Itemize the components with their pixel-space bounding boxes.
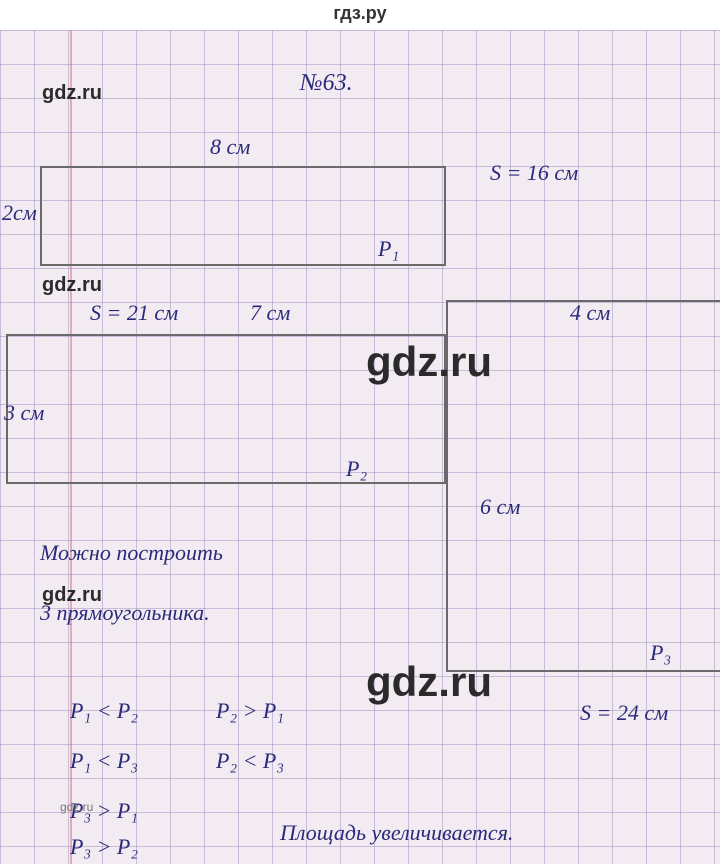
graph-paper: гдз.ру gdz.ru gdz.ru gdz.ru gdz.ru gdz.r… bbox=[0, 0, 720, 864]
watermark-large: gdz.ru bbox=[366, 658, 492, 706]
label-p1: P₁ bbox=[378, 236, 399, 262]
watermark: gdz.ru bbox=[42, 584, 102, 607]
label-width-6cm: 6 см bbox=[480, 494, 520, 520]
label-width-8cm: 8 см bbox=[210, 134, 250, 160]
problem-number: №63. bbox=[300, 70, 353, 97]
cmp-p3-p2: P₃ > P₂ bbox=[70, 834, 138, 860]
label-s2: S = 21 см bbox=[90, 300, 178, 326]
label-p2: P₂ bbox=[346, 456, 367, 482]
cmp-p2-p3: P₂ < P₃ bbox=[216, 748, 284, 774]
conclusion: Площадь увеличивается. bbox=[280, 820, 513, 846]
watermark: gdz.ru bbox=[42, 274, 102, 297]
label-p3: P₃ bbox=[650, 640, 671, 666]
site-header: гдз.ру bbox=[0, 0, 720, 30]
watermark-large: gdz.ru bbox=[366, 338, 492, 386]
text-line1: Можно построить bbox=[40, 540, 223, 566]
watermark-tiny: gdz.ru bbox=[60, 800, 93, 814]
cmp-p2-p1: P₂ > P₁ bbox=[216, 698, 284, 724]
label-height-2cm: 2см bbox=[2, 200, 37, 226]
watermark: gdz.ru bbox=[42, 82, 102, 105]
cmp-p1-p3: P₁ < P₃ bbox=[70, 748, 138, 774]
label-width-4cm: 4 см bbox=[570, 300, 610, 326]
cmp-p1-p2: P₁ < P₂ bbox=[70, 698, 138, 724]
label-height-3cm: 3 см bbox=[4, 400, 44, 426]
label-s3: S = 24 см bbox=[580, 700, 668, 726]
label-width-7cm: 7 см bbox=[250, 300, 290, 326]
label-s1: S = 16 см bbox=[490, 160, 578, 186]
